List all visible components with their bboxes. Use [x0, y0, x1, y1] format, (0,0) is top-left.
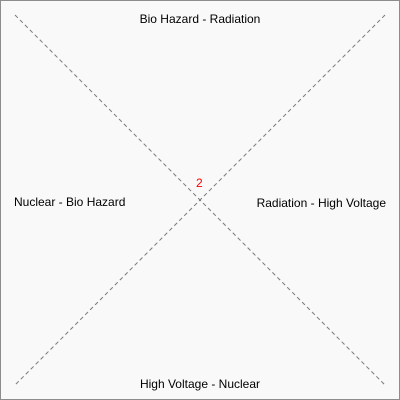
- center-value: 2: [196, 176, 203, 190]
- left-label: Nuclear - Bio Hazard: [14, 195, 126, 209]
- top-label: Bio Hazard - Radiation: [139, 12, 261, 26]
- diagonal-top-right-to-bottom-left: [14, 14, 386, 386]
- right-label: Radiation - High Voltage: [256, 196, 386, 210]
- bottom-label: High Voltage - Nuclear: [139, 377, 261, 391]
